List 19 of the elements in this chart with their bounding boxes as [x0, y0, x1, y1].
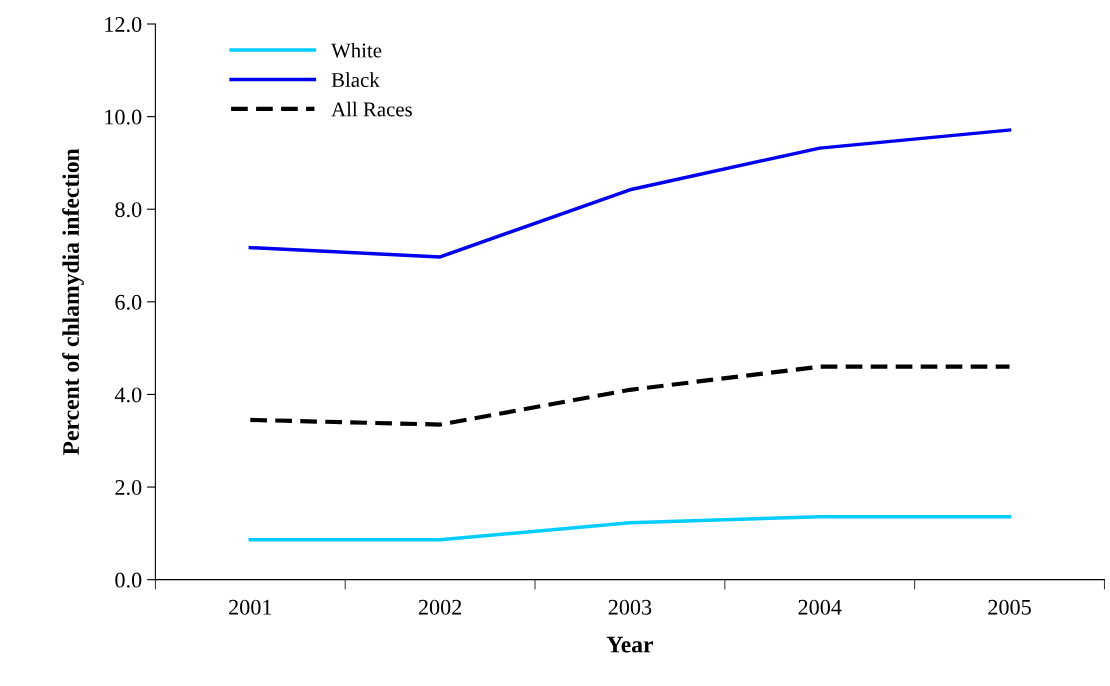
x-tick-label: 2002: [418, 599, 462, 615]
y-tick-label: 2.0: [115, 479, 142, 496]
line-series: [248, 364, 1012, 427]
line-series: [248, 128, 1012, 259]
y-axis-title: Percent of chlamydia infection: [62, 148, 84, 455]
legend-label: Black: [331, 72, 380, 87]
x-tick-label: 2001: [229, 599, 272, 615]
y-tick-label: 4.0: [114, 387, 142, 403]
legend-label: White: [331, 42, 382, 58]
y-tick-label: 6.0: [115, 294, 142, 310]
x-tick-label: 2003: [608, 599, 652, 615]
y-tick-label: 8.0: [115, 202, 142, 218]
y-tick-label: 10.0: [105, 109, 142, 125]
y-tick-label: 12.0: [105, 16, 142, 33]
x-axis-title: Year: [606, 636, 654, 653]
x-tick-label: 2004: [798, 599, 842, 615]
y-tick-label: 0.0: [115, 572, 142, 588]
legend-label: All Races: [331, 101, 412, 117]
x-tick-label: 2005: [988, 599, 1031, 615]
